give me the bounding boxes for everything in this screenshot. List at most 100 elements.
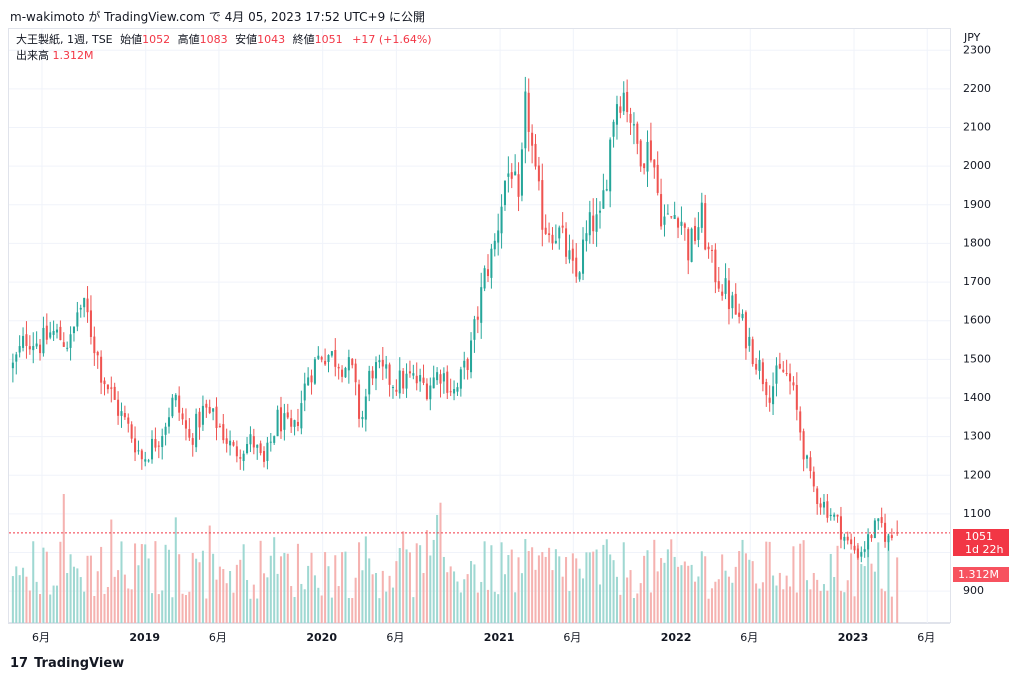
candle-body xyxy=(351,358,354,366)
volume-bar xyxy=(425,530,428,624)
volume-bar xyxy=(55,585,59,624)
volume-bar xyxy=(154,541,157,624)
volume-bar xyxy=(772,575,775,624)
volume-bar xyxy=(385,591,388,624)
legend-low-label: 安値 xyxy=(235,33,258,46)
volume-bar xyxy=(480,581,483,624)
price-tick-label: 1500 xyxy=(963,352,991,365)
candle-body xyxy=(649,140,652,161)
candle-body xyxy=(554,240,557,244)
volume-bar xyxy=(785,575,788,624)
volume-bar xyxy=(690,564,693,624)
legend-high-value: 1083 xyxy=(199,33,228,46)
volume-bar xyxy=(609,554,612,624)
time-tick-label: 6月 xyxy=(917,631,935,644)
candle-body xyxy=(324,360,327,365)
volume-bar xyxy=(93,596,96,624)
candle-body xyxy=(755,363,758,370)
candle-body xyxy=(789,373,792,382)
time-tick-label: 2023 xyxy=(838,631,869,644)
candle-body xyxy=(826,501,829,518)
volume-bar xyxy=(466,574,469,624)
tradingview-footer[interactable]: 17 TradingView xyxy=(10,656,124,671)
candle-body xyxy=(816,488,819,505)
candle-body xyxy=(880,517,883,524)
candle-body xyxy=(45,325,48,340)
candle-body xyxy=(103,380,106,385)
price-chart[interactable] xyxy=(9,29,951,624)
time-tick-label: 2022 xyxy=(661,631,692,644)
candle-body xyxy=(629,113,632,123)
volume-bar xyxy=(419,545,422,624)
volume-bar xyxy=(252,584,255,624)
legend-symbol[interactable]: 大王製紙, 1週, TSE xyxy=(16,33,113,46)
last-price-value: 1051 xyxy=(965,530,993,543)
volume-bar xyxy=(198,562,201,624)
candle-body xyxy=(748,336,751,346)
candle-body xyxy=(415,375,418,384)
volume-bar xyxy=(25,576,28,624)
volume-bar xyxy=(867,544,870,624)
volume-bar xyxy=(395,561,398,624)
candle-body xyxy=(422,377,425,383)
volume-bar xyxy=(697,576,700,624)
price-tick-label: 2000 xyxy=(963,159,991,172)
volume-bar xyxy=(18,575,21,624)
volume-bar xyxy=(510,549,513,624)
candle-body xyxy=(839,516,842,540)
candle-body xyxy=(670,216,673,218)
candle-body xyxy=(677,218,680,228)
volume-bar xyxy=(144,544,147,624)
volume-bar xyxy=(819,590,822,624)
candle-body xyxy=(300,403,303,429)
legend-ohlc-row: 大王製紙, 1週, TSE 始値1052 高値1083 安値1043 終値105… xyxy=(16,32,432,48)
legend-volume-label[interactable]: 出来高 xyxy=(16,49,49,62)
candle-body xyxy=(541,180,544,230)
candle-body xyxy=(42,327,45,354)
volume-bar xyxy=(778,572,781,624)
candle-body xyxy=(809,457,812,472)
candle-body xyxy=(22,335,25,348)
volume-bar xyxy=(324,552,327,624)
volume-bar xyxy=(571,553,574,624)
candle-body xyxy=(568,250,571,260)
candle-body xyxy=(751,339,754,365)
volume-bar xyxy=(120,541,123,624)
candle-body xyxy=(402,370,405,389)
legend-low-value: 1043 xyxy=(257,33,286,46)
volume-bar xyxy=(629,570,632,624)
volume-bar xyxy=(497,594,500,624)
volume-bar xyxy=(653,539,656,624)
volume-bar xyxy=(134,543,137,624)
candle-body xyxy=(585,233,588,242)
volume-bar xyxy=(15,566,18,624)
volume-bar xyxy=(208,525,211,624)
candle-body xyxy=(286,412,289,418)
volume-bar xyxy=(860,564,863,624)
volume-bar xyxy=(503,574,506,624)
candle-body xyxy=(218,426,221,428)
volume-bar xyxy=(72,566,75,624)
candle-body xyxy=(463,360,466,368)
candle-body xyxy=(744,312,747,349)
volume-bar xyxy=(548,547,551,624)
candle-body xyxy=(738,312,741,317)
candle-body xyxy=(59,326,62,340)
chart-pane[interactable] xyxy=(8,28,951,624)
candle-body xyxy=(334,349,337,367)
volume-bar xyxy=(347,598,350,624)
candle-body xyxy=(15,354,18,362)
candle-body xyxy=(483,268,486,289)
candle-body xyxy=(130,424,133,439)
candle-body xyxy=(626,91,629,113)
candle-body xyxy=(510,172,513,179)
candle-body xyxy=(856,548,859,558)
volume-bar xyxy=(351,598,354,624)
candle-body xyxy=(337,366,340,369)
volume-bar xyxy=(313,575,316,624)
volume-bar xyxy=(514,592,517,624)
candle-body xyxy=(863,549,866,552)
candle-body xyxy=(673,215,676,220)
volume-bar xyxy=(442,556,445,624)
time-axis[interactable]: 6月 2019 6月 2020 6月 2021 6月 2022 6月 2023 6月 xyxy=(8,623,950,649)
